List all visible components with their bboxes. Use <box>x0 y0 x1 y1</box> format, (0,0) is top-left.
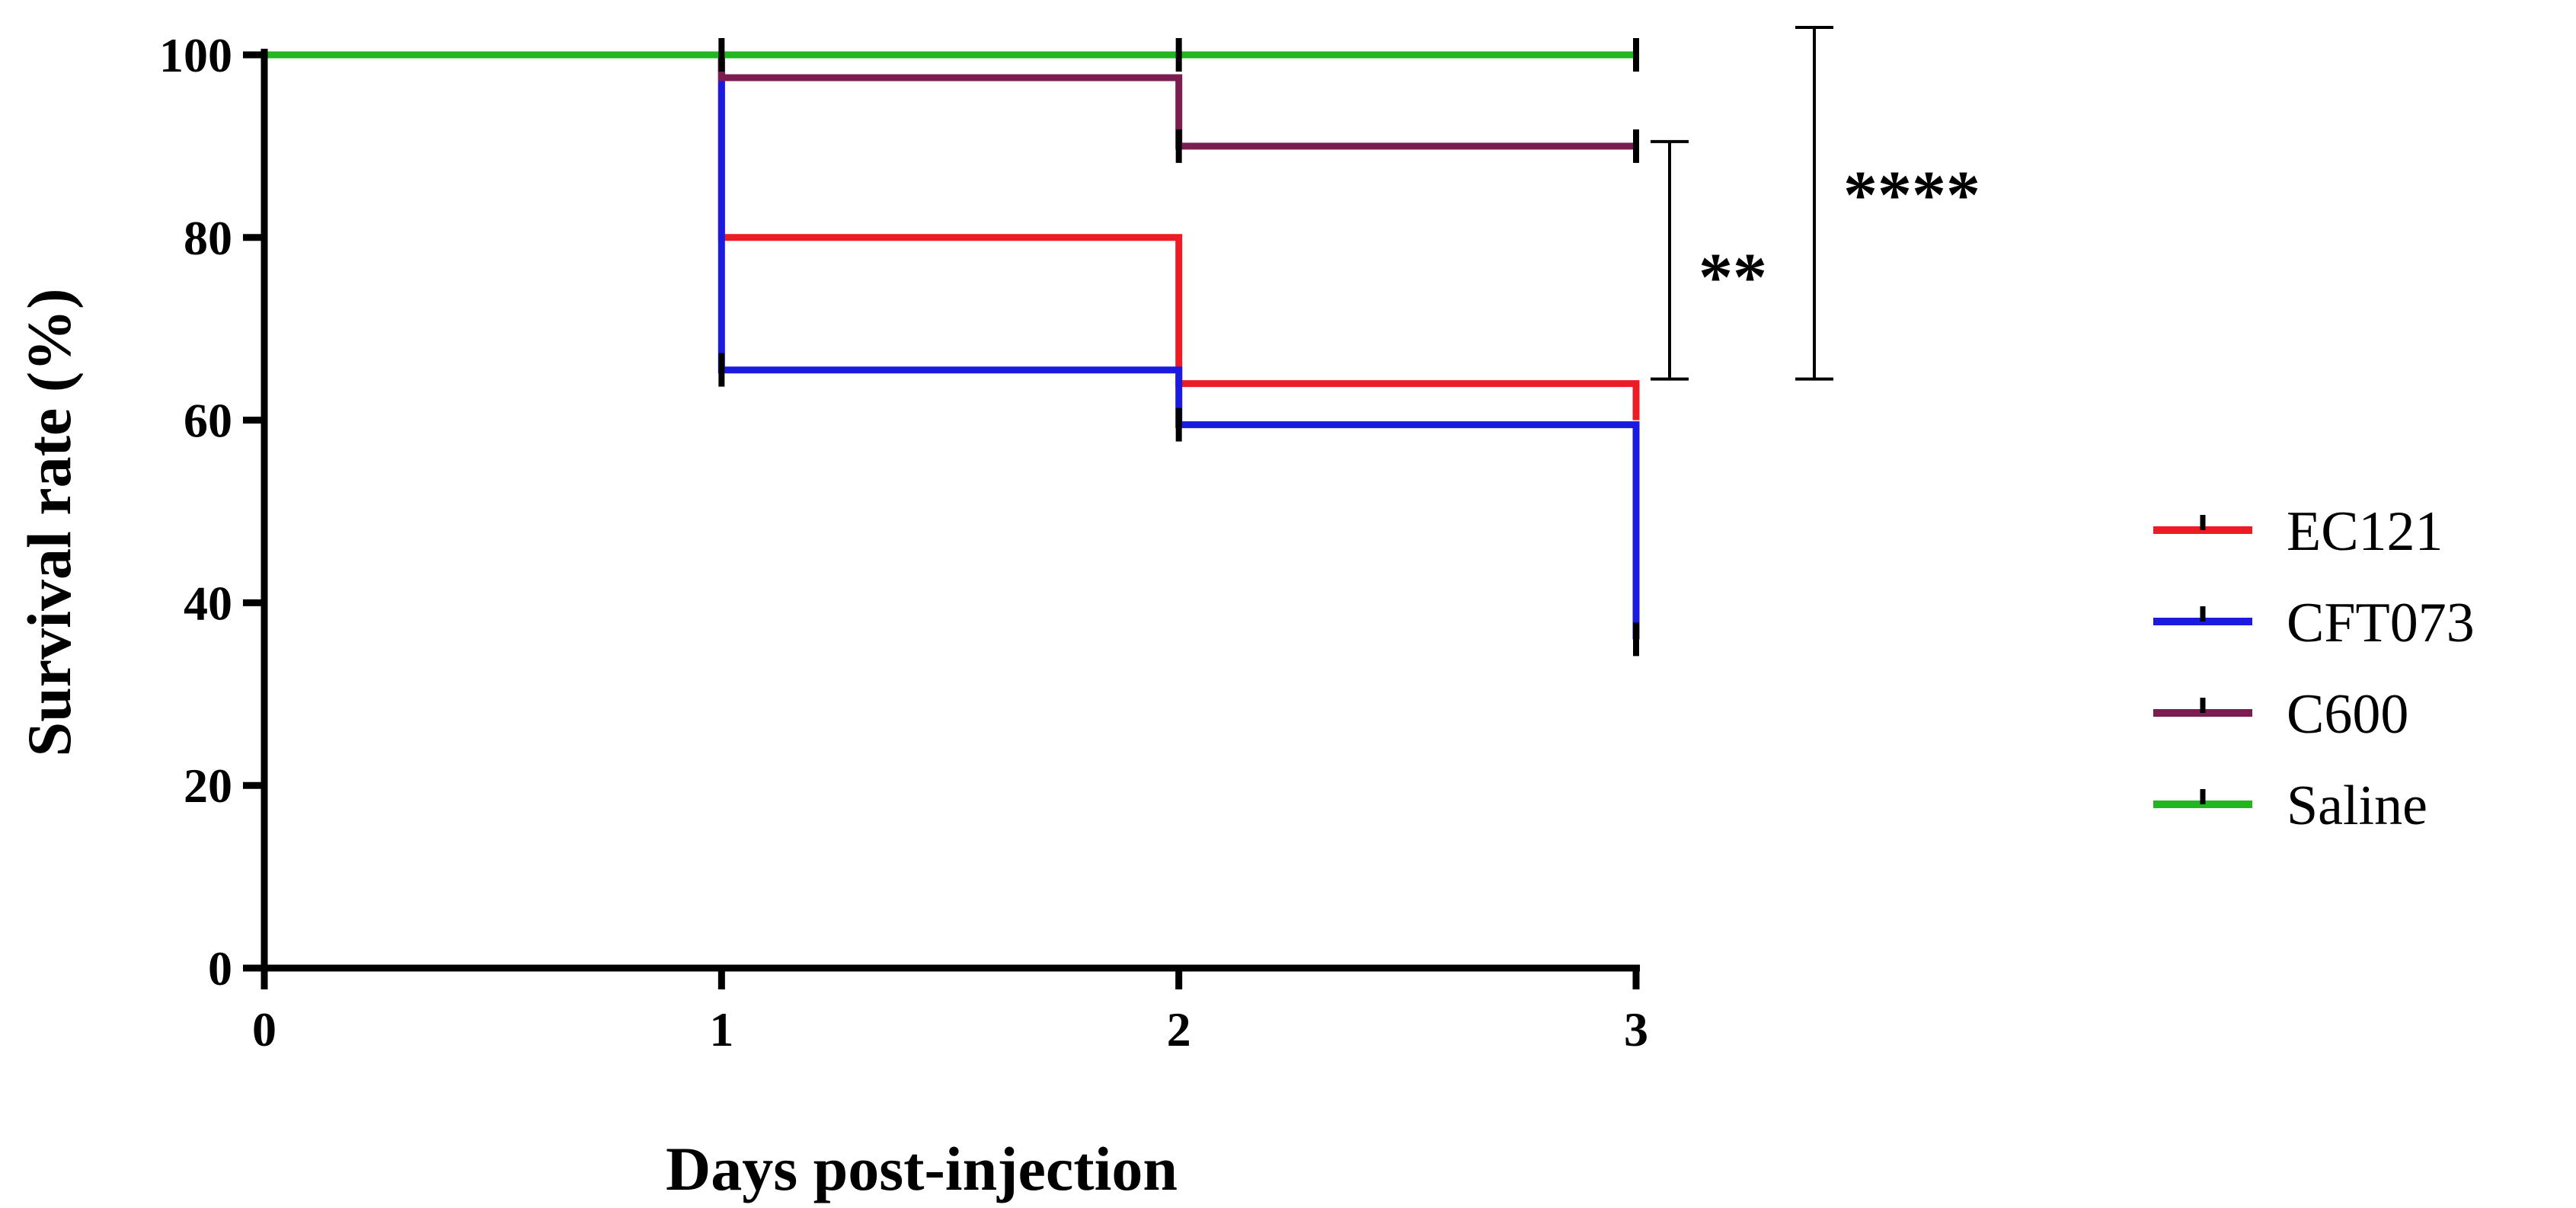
legend-label-c600: C600 <box>2287 683 2408 746</box>
significance-layer: ****** <box>1651 26 1980 381</box>
significance-label: **** <box>1843 158 1980 233</box>
y-tick-label: 20 <box>184 759 232 813</box>
axes: 0 20 40 60 80 100 0 1 2 3 <box>159 28 1648 1056</box>
y-tick-label: 60 <box>184 394 232 448</box>
legend-label-ec121: EC121 <box>2287 500 2443 563</box>
series-line-c600 <box>264 51 1636 150</box>
censor-layer <box>718 38 1639 657</box>
legend-label-cft073: CFT073 <box>2287 592 2475 654</box>
y-tick-label: 0 <box>208 941 232 995</box>
y-tick-label: 40 <box>184 576 232 630</box>
y-tick-label: 100 <box>159 28 232 82</box>
legend-label-saline: Saline <box>2287 775 2427 837</box>
series-line-cft073 <box>264 51 1640 640</box>
series-line-ec121 <box>264 51 1640 420</box>
legend: EC121 CFT073 C600 Saline <box>2153 500 2475 837</box>
x-tick-label: 0 <box>252 1002 276 1056</box>
series-layer <box>264 51 1640 640</box>
y-tick-label: 80 <box>184 211 232 265</box>
x-axis-title: Days post-injection <box>666 1134 1178 1203</box>
x-tick-label: 2 <box>1167 1002 1191 1056</box>
x-tick-label: 1 <box>709 1002 733 1056</box>
significance-label: ** <box>1699 240 1767 315</box>
y-axis-title: Survival rate (%) <box>14 289 84 757</box>
x-tick-label: 3 <box>1624 1002 1648 1056</box>
